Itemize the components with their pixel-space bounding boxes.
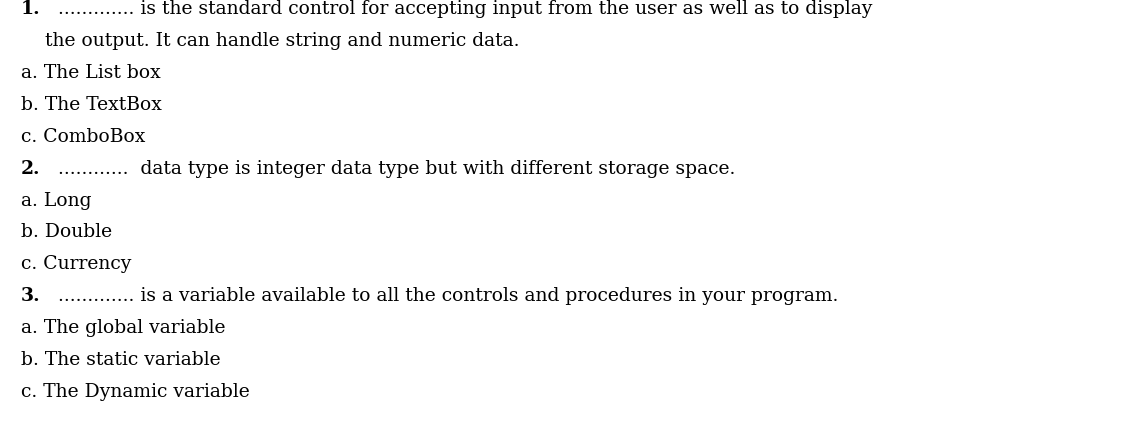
Text: ............. is a variable available to all the controls and procedures in your: ............. is a variable available to… xyxy=(46,287,838,305)
Text: b. The static variable: b. The static variable xyxy=(21,351,220,369)
Text: b. Double: b. Double xyxy=(21,223,112,242)
Text: c. ComboBox: c. ComboBox xyxy=(21,128,145,146)
Text: c. Currency: c. Currency xyxy=(21,255,131,273)
Text: b. The TextBox: b. The TextBox xyxy=(21,96,162,114)
Text: c. The Dynamic variable: c. The Dynamic variable xyxy=(21,383,249,401)
Text: a. The global variable: a. The global variable xyxy=(21,319,226,337)
Text: 3.: 3. xyxy=(21,287,40,305)
Text: a. Long: a. Long xyxy=(21,192,91,209)
Text: ............  data type is integer data type but with different storage space.: ............ data type is integer data t… xyxy=(46,159,735,178)
Text: 1.: 1. xyxy=(21,0,40,18)
Text: ............. is the standard control for accepting input from the user as well : ............. is the standard control fo… xyxy=(46,0,872,18)
Text: the output. It can handle string and numeric data.: the output. It can handle string and num… xyxy=(21,32,519,50)
Text: 2.: 2. xyxy=(21,159,40,178)
Text: a. The List box: a. The List box xyxy=(21,64,161,82)
